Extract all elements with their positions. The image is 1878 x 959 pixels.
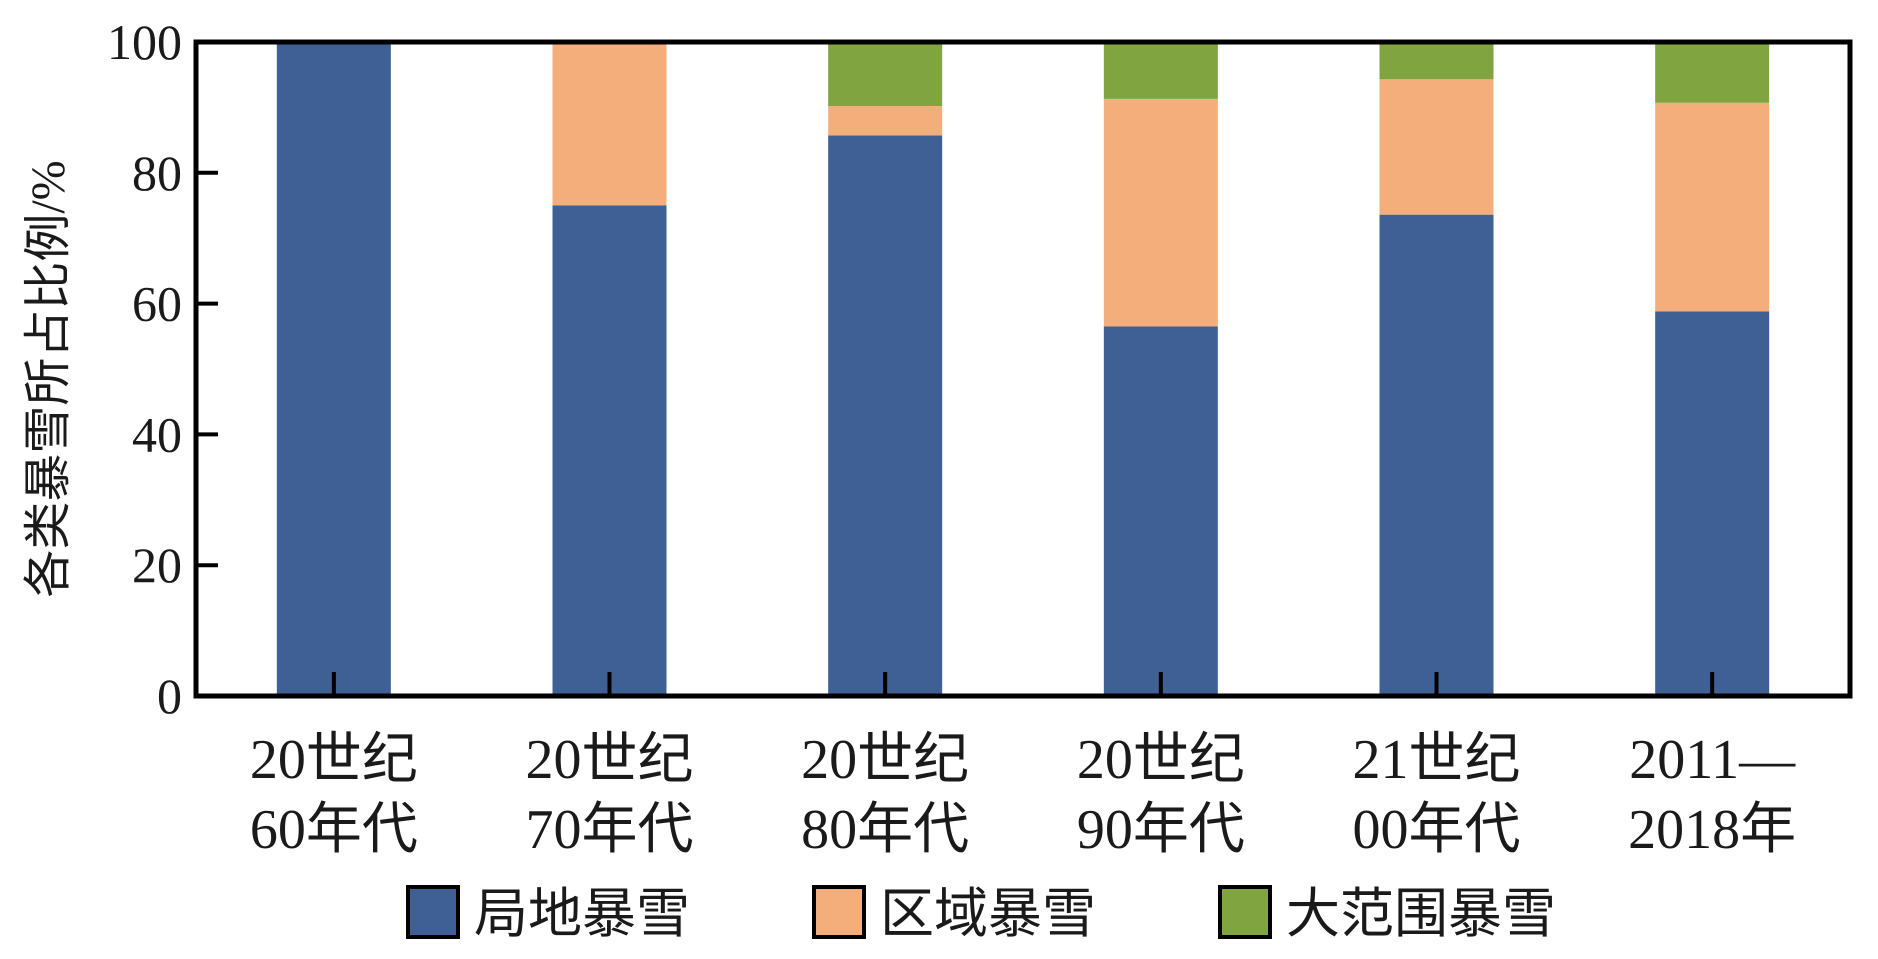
bar-segment-1-cat-5 <box>1379 214 1494 696</box>
legend-swatch <box>812 885 866 939</box>
y-tick-label: 20 <box>132 537 182 593</box>
y-tick-label: 100 <box>107 14 182 70</box>
bar-segment-1-cat-4 <box>1103 326 1218 696</box>
legend-label: 大范围暴雪 <box>1286 884 1556 944</box>
y-axis-label: 各类暴雪所占比例/% <box>22 160 75 597</box>
x-tick-label: 2018年 <box>1628 799 1796 861</box>
legend-swatch <box>1218 885 1272 939</box>
bar-segment-2-cat-5 <box>1379 79 1494 215</box>
bar-segment-2-cat-4 <box>1103 98 1218 327</box>
x-tick-label: 2011— <box>1629 729 1796 791</box>
bar-segment-3-cat-6 <box>1655 42 1770 103</box>
bar-segment-1-cat-1 <box>276 42 391 696</box>
y-tick-label: 40 <box>132 406 182 462</box>
bar-segment-3-cat-4 <box>1103 42 1218 99</box>
bar-segment-2-cat-3 <box>828 106 943 136</box>
bar-segment-1-cat-6 <box>1655 311 1770 696</box>
legend-swatch <box>406 885 460 939</box>
bar-segment-3-cat-5 <box>1379 42 1494 80</box>
x-axis: 20世纪 60年代 20世纪 70年代 20世纪 80年代 20世纪 90年代 21世纪 00年代… <box>250 672 1796 861</box>
x-tick-label: 20世纪 <box>526 729 694 791</box>
x-tick-label: 20世纪 <box>1077 729 1245 791</box>
x-tick-label: 00年代 <box>1353 799 1521 861</box>
x-tick-label: 70年代 <box>526 799 694 861</box>
legend: 局地暴雪 区域暴雪 大范围暴雪 <box>406 884 1556 944</box>
plot-frame <box>193 39 1853 699</box>
x-tick-label: 80年代 <box>801 799 969 861</box>
legend-label: 局地暴雪 <box>474 884 690 944</box>
y-axis: 0 20 40 60 80 100 <box>107 14 218 724</box>
bar-segment-1-cat-3 <box>828 135 943 697</box>
x-tick-label: 20世纪 <box>801 729 969 791</box>
bars-layer <box>276 42 1770 697</box>
x-tick-label: 20世纪 <box>250 729 418 791</box>
y-tick-label: 0 <box>157 668 182 724</box>
bar-segment-1-cat-2 <box>552 205 667 696</box>
bar-segment-3-cat-3 <box>828 42 943 107</box>
x-tick-label: 90年代 <box>1077 799 1245 861</box>
bar-segment-2-cat-6 <box>1655 102 1770 312</box>
x-tick-label: 60年代 <box>250 799 418 861</box>
x-tick-label: 21世纪 <box>1353 729 1521 791</box>
y-tick-label: 60 <box>132 276 182 332</box>
bar-segment-2-cat-2 <box>552 42 667 206</box>
y-tick-label: 80 <box>132 145 182 201</box>
legend-label: 区域暴雪 <box>880 884 1096 944</box>
